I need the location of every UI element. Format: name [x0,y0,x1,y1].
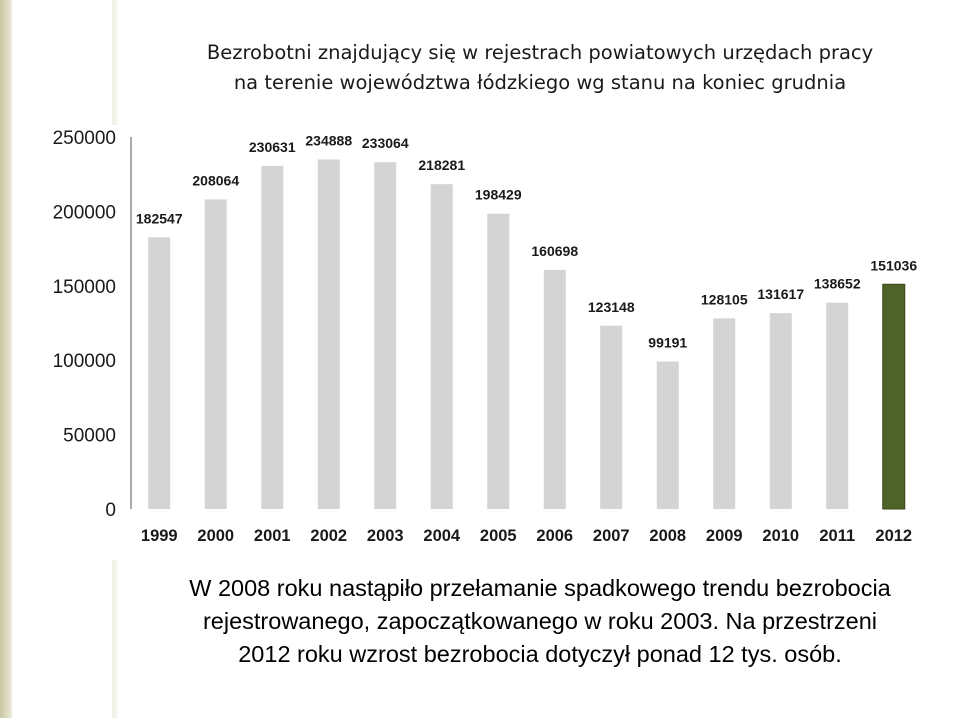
bar [826,302,849,509]
bar [543,269,566,509]
bar-value-label: 230631 [249,139,296,155]
chart-title: Bezrobotni znajdujący się w rejestrach p… [120,38,959,98]
chart-caption: W 2008 roku nastąpiło przełamanie spadko… [120,572,959,671]
bar-value-label: 218281 [418,157,465,173]
axis-area-background [22,125,132,560]
bar [769,313,792,509]
x-tick-label: 2004 [423,527,461,545]
bar-value-label: 99191 [648,334,687,350]
bar-value-label: 128105 [701,291,748,307]
bar [882,283,906,510]
bar [374,162,397,509]
y-tick-label: 150000 [53,277,116,298]
bar-value-label: 234888 [305,132,352,148]
bar [204,199,227,510]
x-tick-label: 2010 [762,527,799,545]
caption-line-1: W 2008 roku nastąpiło przełamanie spadko… [189,575,891,601]
x-tick-label: 2000 [197,527,234,545]
caption-line-2: rejestrowanego, zapoczątkowanego w roku … [202,608,878,634]
x-tick-label: 2003 [367,527,404,545]
y-tick-label: 50000 [63,426,116,447]
bar-value-label: 233064 [362,135,409,151]
bar-value-label: 160698 [531,243,578,259]
x-tick-label: 2001 [254,527,291,545]
y-tick-label: 250000 [53,128,116,149]
bar [487,213,510,509]
bar [317,159,340,510]
x-tick-label: 2009 [706,527,743,545]
x-tick-label: 2008 [649,527,686,545]
bar [148,237,171,510]
bar [430,184,453,509]
x-tick-label: 2012 [875,527,912,545]
bar [656,361,679,509]
chart-title-line-1: Bezrobotni znajdujący się w rejestrach p… [206,41,874,64]
bar-value-label: 198429 [475,187,522,203]
bar-value-label: 138652 [814,276,861,292]
x-tick-label: 2002 [310,527,347,545]
bar [261,165,284,509]
left-decorative-strip [0,0,12,718]
chart-title-line-2: na terenie województwa łódzkiego wg stan… [233,71,847,94]
x-tick-label: 1999 [141,527,178,545]
bar-value-label: 151036 [870,257,917,273]
bar-value-label: 182547 [136,210,183,226]
bar [713,318,736,509]
y-tick-label: 100000 [53,351,116,372]
bar-value-label: 131617 [757,286,804,302]
y-tick-label: 200000 [53,202,116,223]
x-tick-label: 2005 [480,527,517,545]
bar [600,325,623,509]
x-tick-label: 2006 [536,527,573,545]
x-tick-label: 2011 [819,527,855,545]
x-tick-label: 2007 [593,527,630,545]
caption-line-3: 2012 roku wzrost bezrobocia dotyczył pon… [238,641,842,667]
y-tick-label: 0 [105,500,116,521]
bar-value-label: 123148 [588,299,635,315]
bar-value-label: 208064 [192,172,239,188]
